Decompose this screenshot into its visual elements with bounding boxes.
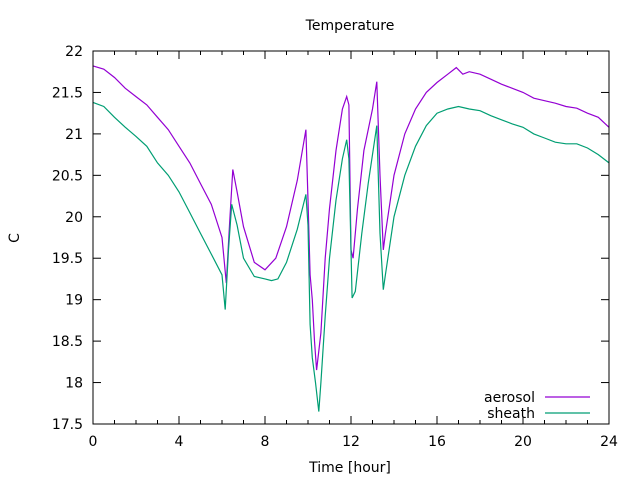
y-tick-label: 20 — [65, 210, 83, 226]
y-tick-label: 20.5 — [52, 168, 83, 184]
y-tick-label: 18.5 — [52, 334, 83, 350]
x-tick-label: 24 — [600, 434, 618, 450]
y-axis-label: C — [7, 233, 23, 243]
x-tick-label: 16 — [428, 434, 446, 450]
series-lines — [92, 65, 610, 412]
x-tick-label: 4 — [175, 434, 184, 450]
series-line-aerosol — [92, 65, 610, 371]
y-tick-label: 18 — [65, 376, 83, 392]
y-tick-label: 19 — [65, 293, 83, 309]
x-axis-label: Time [hour] — [308, 460, 391, 476]
x-tick-label: 12 — [342, 434, 360, 450]
y-tick-label: 21.5 — [52, 85, 83, 101]
x-tick-label: 8 — [261, 434, 270, 450]
chart-title: Temperature — [305, 18, 395, 34]
series-line-sheath — [92, 101, 610, 412]
y-tick-label: 19.5 — [52, 251, 83, 267]
legend-label-aerosol: aerosol — [484, 390, 535, 406]
x-tick-label: 0 — [89, 434, 98, 450]
axis-ticks: 0 4 8 12 16 20 24 17.5 18 18.5 19 19.5 20 20.5 21 21.5 2… — [52, 44, 618, 450]
plot-frame — [92, 50, 610, 425]
y-tick-label: 22 — [65, 44, 83, 60]
x-tick-label: 20 — [514, 434, 532, 450]
legend-label-sheath: sheath — [487, 406, 535, 422]
y-tick-label: 21 — [65, 127, 83, 143]
y-tick-label: 17.5 — [52, 417, 83, 433]
